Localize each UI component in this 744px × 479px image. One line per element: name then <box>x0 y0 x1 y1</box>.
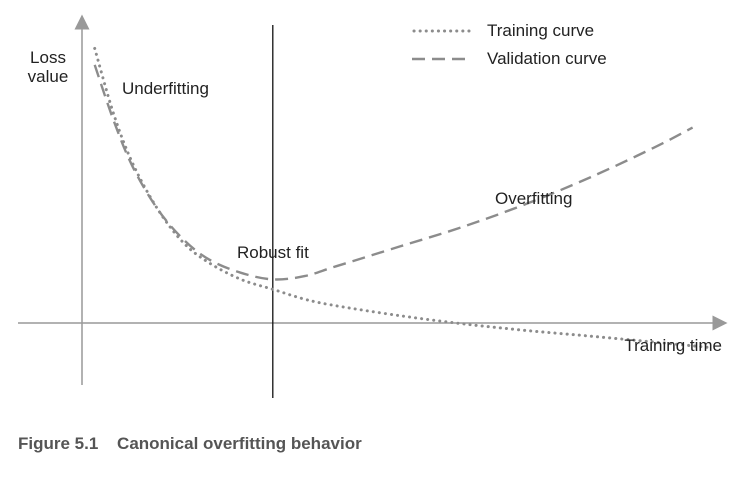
y-axis-label-line-2: value <box>28 67 69 86</box>
legend: Training curve Validation curve <box>412 21 607 68</box>
x-axis-label: Training time <box>624 336 722 355</box>
legend-validation-label: Validation curve <box>487 49 607 68</box>
figure-number: Figure 5.1 <box>18 434 99 453</box>
figure-caption: Figure 5.1 Canonical overfitting behavio… <box>18 434 362 454</box>
robust-fit-annotation: Robust fit <box>237 243 309 262</box>
overfitting-annotation: Overfitting <box>495 189 572 208</box>
underfitting-annotation: Underfitting <box>122 79 209 98</box>
overfitting-chart: Loss value Training time Underfitting Ro… <box>18 14 728 398</box>
figure-caption-text: Canonical overfitting behavior <box>117 434 362 453</box>
y-axis-label-line-1: Loss <box>30 48 66 67</box>
legend-training-label: Training curve <box>487 21 594 40</box>
validation-curve-line <box>93 64 694 281</box>
